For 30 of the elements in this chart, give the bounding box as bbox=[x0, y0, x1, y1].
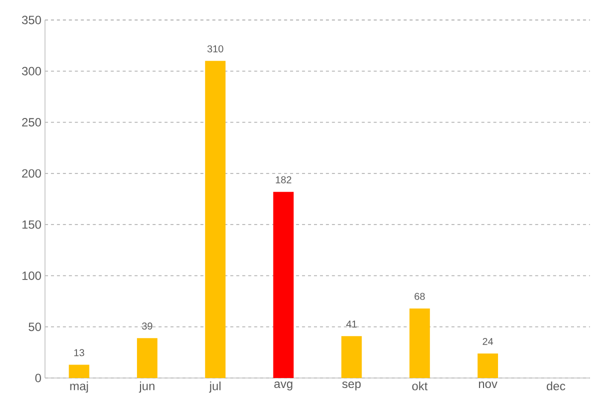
x-tick-label: avg bbox=[274, 382, 292, 390]
bar bbox=[205, 60, 226, 378]
data-label: 39 bbox=[142, 322, 152, 330]
bar bbox=[68, 364, 90, 378]
y-tick-label: 50 bbox=[28, 322, 42, 332]
data-label: 41 bbox=[346, 320, 357, 328]
data-label: 24 bbox=[482, 338, 494, 345]
bar bbox=[136, 338, 158, 378]
y-tick-label: 250 bbox=[22, 118, 42, 127]
y-tick-label: 150 bbox=[22, 220, 42, 229]
data-label: 310 bbox=[207, 45, 224, 52]
data-label: 182 bbox=[276, 176, 292, 184]
x-tick-label: sep bbox=[342, 382, 361, 390]
data-label: 68 bbox=[414, 292, 425, 300]
x-tick-label: nov bbox=[478, 382, 498, 388]
bar bbox=[273, 192, 294, 378]
y-tick-label: 200 bbox=[22, 169, 42, 178]
y-tick-label: 0 bbox=[35, 374, 42, 382]
y-tick-label: 300 bbox=[22, 66, 42, 76]
x-tick-label: jun bbox=[138, 382, 154, 393]
x-tick-label: dec bbox=[546, 382, 566, 390]
y-tick-label: 350 bbox=[22, 16, 42, 24]
bar bbox=[409, 308, 430, 378]
x-tick-label: jul bbox=[209, 382, 220, 393]
data-label: 13 bbox=[74, 349, 84, 356]
x-tick-label: okt bbox=[412, 382, 428, 390]
bar bbox=[341, 336, 362, 378]
y-tick-label: 100 bbox=[22, 271, 42, 280]
bar bbox=[478, 353, 498, 378]
x-tick-label: maj bbox=[70, 382, 88, 393]
